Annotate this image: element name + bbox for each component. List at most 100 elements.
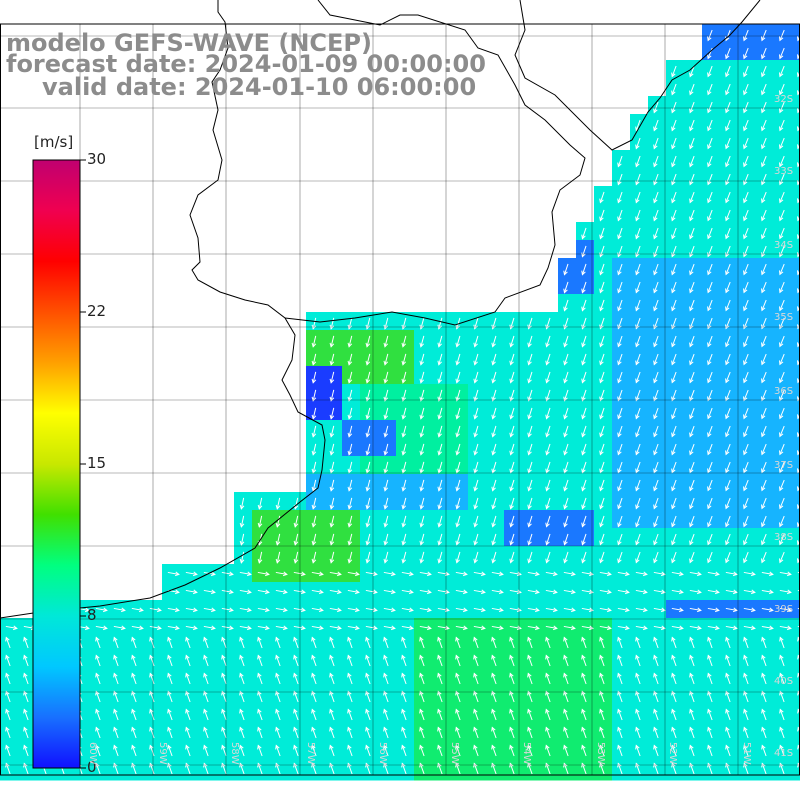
wind-arrow — [689, 335, 695, 348]
wind-arrow — [689, 119, 695, 132]
wind-arrow — [743, 119, 749, 132]
wind-arrow — [509, 515, 515, 528]
wind-arrow — [761, 497, 767, 510]
wind-arrow — [491, 607, 504, 613]
wind-arrow — [545, 389, 551, 402]
wind-arrow — [617, 551, 623, 564]
wind-arrow — [725, 335, 731, 348]
wind-arrow — [401, 479, 407, 492]
wind-arrow — [725, 425, 731, 438]
wind-arrow — [383, 335, 389, 348]
wind-arrow — [419, 589, 432, 595]
wind-arrow — [707, 281, 713, 294]
wind-arrow — [761, 119, 767, 132]
wind-arrow — [599, 389, 605, 402]
wind-arrow — [563, 425, 569, 438]
wind-arrow — [779, 47, 785, 60]
wind-arrow — [185, 607, 198, 613]
wind-arrow — [779, 515, 785, 528]
wind-arrow — [689, 65, 695, 78]
wind-cell — [792, 708, 800, 727]
wind-cell — [792, 564, 800, 583]
wind-arrow — [653, 263, 659, 276]
lon-label: 57W — [305, 742, 316, 765]
wind-arrow — [635, 443, 641, 456]
wind-cell — [792, 258, 800, 277]
wind-arrow — [293, 551, 299, 564]
wind-arrow — [581, 371, 587, 384]
wind-arrow — [311, 607, 324, 613]
wind-arrow — [743, 65, 749, 78]
wind-arrow — [275, 607, 288, 613]
wind-arrow — [707, 551, 713, 564]
wind-arrow — [419, 425, 425, 438]
wind-arrow — [383, 571, 396, 577]
wind-arrow — [689, 389, 695, 402]
wind-arrow — [563, 607, 576, 613]
wind-arrow — [293, 589, 306, 595]
wind-arrow — [635, 155, 641, 168]
wind-arrow — [761, 299, 767, 312]
wind-arrow — [491, 589, 504, 595]
wind-arrow — [257, 589, 270, 595]
lon-label: 58W — [229, 742, 240, 765]
wind-arrow — [347, 425, 353, 438]
wind-arrow — [653, 371, 659, 384]
wind-arrow — [689, 497, 695, 510]
wind-arrow — [581, 263, 587, 276]
wind-arrow — [671, 589, 684, 595]
wind-arrow — [743, 29, 749, 42]
wind-arrow — [581, 551, 587, 564]
wind-arrow — [743, 83, 749, 96]
wind-arrow — [635, 461, 641, 474]
wind-arrow — [635, 353, 641, 366]
wind-cell — [792, 312, 800, 331]
wind-arrow — [761, 479, 767, 492]
wind-arrow — [671, 353, 677, 366]
wind-arrow — [347, 407, 353, 420]
wind-cell — [792, 762, 800, 781]
wind-arrow — [581, 281, 587, 294]
wind-arrow — [671, 299, 677, 312]
wind-arrow — [761, 137, 767, 150]
wind-arrow — [779, 407, 785, 420]
wind-arrow — [509, 425, 515, 438]
lat-label: 39S — [774, 604, 794, 615]
wind-arrow — [635, 173, 641, 186]
wind-arrow — [707, 461, 713, 474]
wind-arrow — [311, 335, 317, 348]
wind-cell — [792, 420, 800, 439]
wind-arrow — [545, 425, 551, 438]
wind-arrow — [707, 119, 713, 132]
wind-arrow — [329, 589, 342, 595]
wind-arrow — [635, 335, 641, 348]
wind-arrow — [365, 497, 371, 510]
wind-arrow — [581, 335, 587, 348]
wind-arrow — [761, 551, 767, 564]
wind-arrow — [689, 407, 695, 420]
wind-arrow — [671, 389, 677, 402]
wind-arrow — [725, 497, 731, 510]
wind-arrow — [527, 551, 533, 564]
wind-arrow — [779, 425, 785, 438]
wind-arrow — [383, 533, 389, 546]
wind-arrow — [365, 389, 371, 402]
lat-label: 33S — [774, 166, 794, 177]
wind-arrow — [581, 571, 594, 577]
lon-label: 51W — [741, 742, 752, 765]
wind-arrow — [455, 479, 461, 492]
wind-arrow — [365, 353, 371, 366]
wind-arrow — [689, 461, 695, 474]
wind-arrow — [653, 155, 659, 168]
wind-arrow — [581, 533, 587, 546]
wind-arrow — [689, 299, 695, 312]
wind-arrow — [455, 443, 461, 456]
wind-arrow — [617, 589, 630, 595]
wind-arrow — [5, 625, 18, 631]
wind-arrow — [383, 497, 389, 510]
wind-arrow — [311, 533, 317, 546]
wind-arrow — [419, 551, 425, 564]
wind-arrow — [725, 263, 731, 276]
wind-arrow — [329, 389, 335, 402]
wind-arrow — [707, 479, 713, 492]
